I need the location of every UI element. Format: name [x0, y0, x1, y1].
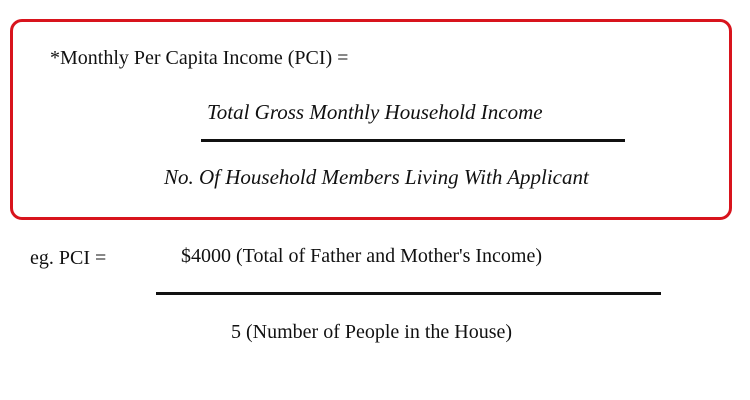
pci-example-numerator: $4000 (Total of Father and Mother's Inco… [181, 245, 542, 267]
pci-example-label: eg. PCI = [30, 247, 107, 269]
pci-definition-label: *Monthly Per Capita Income (PCI) = [50, 47, 349, 69]
pci-definition-fraction-bar [201, 139, 625, 142]
pci-definition-denominator: No. Of Household Members Living With App… [164, 165, 589, 189]
pci-example-denominator: 5 (Number of People in the House) [231, 321, 513, 343]
pci-definition-numerator: Total Gross Monthly Household Income [207, 100, 543, 124]
pci-example-fraction-bar [156, 292, 661, 295]
pci-definition-box [10, 19, 732, 220]
